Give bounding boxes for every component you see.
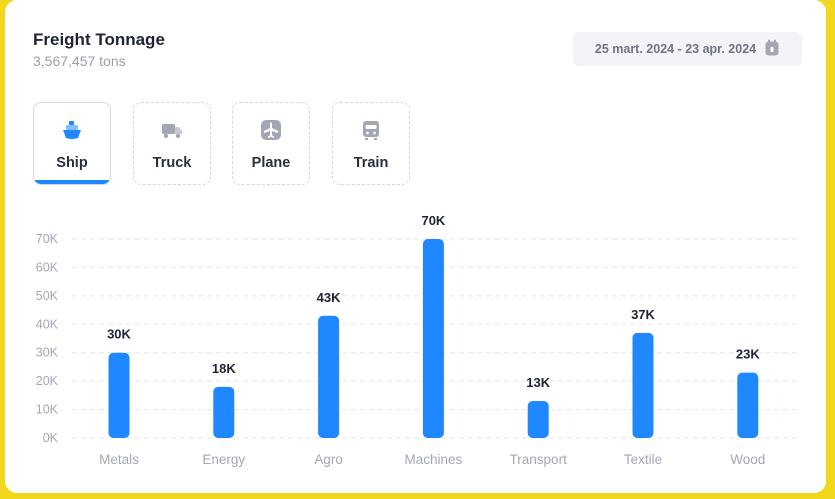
tab-ship[interactable]: Ship (33, 102, 111, 185)
card-title: Freight Tonnage (33, 30, 165, 49)
card-subtitle: 3,567,457 tons (33, 53, 126, 69)
y-tick-label: 40K (36, 317, 59, 331)
x-tick-label: Metals (99, 452, 139, 467)
tab-plane-label: Plane (251, 155, 291, 171)
freight-card: Freight Tonnage 3,567,457 tons 25 mart. … (5, 0, 826, 493)
y-tick-label: 50K (36, 289, 59, 303)
tab-train-label: Train (353, 155, 389, 171)
tab-ship-label: Ship (56, 155, 88, 171)
plane-icon (260, 119, 282, 141)
bar-agro[interactable] (318, 315, 340, 438)
ship-icon (61, 119, 83, 141)
active-tab-indicator (34, 180, 110, 184)
x-tick-label: Transport (510, 452, 568, 467)
bar-wood[interactable] (737, 372, 759, 438)
bar-energy[interactable] (213, 386, 235, 438)
y-tick-label: 70K (36, 232, 59, 246)
bar-metals[interactable] (108, 352, 130, 438)
y-tick-label: 10K (36, 403, 59, 417)
y-tick-label: 0K (43, 431, 59, 445)
freight-bar-chart: 0K 10K 20K 30K 40K 50K 60K 70K 30K Metals 18K Energ… (36, 213, 800, 467)
data-label: 37K (631, 307, 655, 322)
data-label: 18K (212, 361, 236, 376)
date-range-text: 25 mart. 2024 - 23 apr. 2024 (594, 42, 757, 56)
data-label: 43K (317, 290, 341, 305)
bar-transport[interactable] (527, 401, 549, 438)
tab-truck[interactable]: Truck (133, 102, 211, 185)
calendar-icon (764, 39, 780, 60)
date-range-picker[interactable]: 25 mart. 2024 - 23 apr. 2024 (573, 32, 802, 66)
y-tick-label: 60K (36, 260, 59, 274)
x-tick-label: Textile (624, 452, 662, 467)
truck-icon (161, 119, 183, 141)
bar-machines[interactable] (422, 239, 444, 438)
x-tick-label: Energy (202, 452, 245, 467)
x-tick-label: Agro (314, 452, 343, 467)
data-label: 23K (736, 347, 760, 362)
y-tick-label: 30K (36, 346, 59, 360)
train-icon (360, 119, 382, 141)
data-label: 30K (107, 327, 131, 342)
data-label: 13K (526, 375, 550, 390)
y-tick-label: 20K (36, 374, 59, 388)
x-tick-label: Machines (405, 452, 463, 467)
tab-train[interactable]: Train (332, 102, 410, 185)
bar-textile[interactable] (632, 332, 654, 438)
data-label: 70K (421, 213, 445, 228)
tab-plane[interactable]: Plane (232, 102, 310, 185)
x-tick-label: Wood (730, 452, 765, 467)
tab-truck-label: Truck (152, 155, 192, 171)
